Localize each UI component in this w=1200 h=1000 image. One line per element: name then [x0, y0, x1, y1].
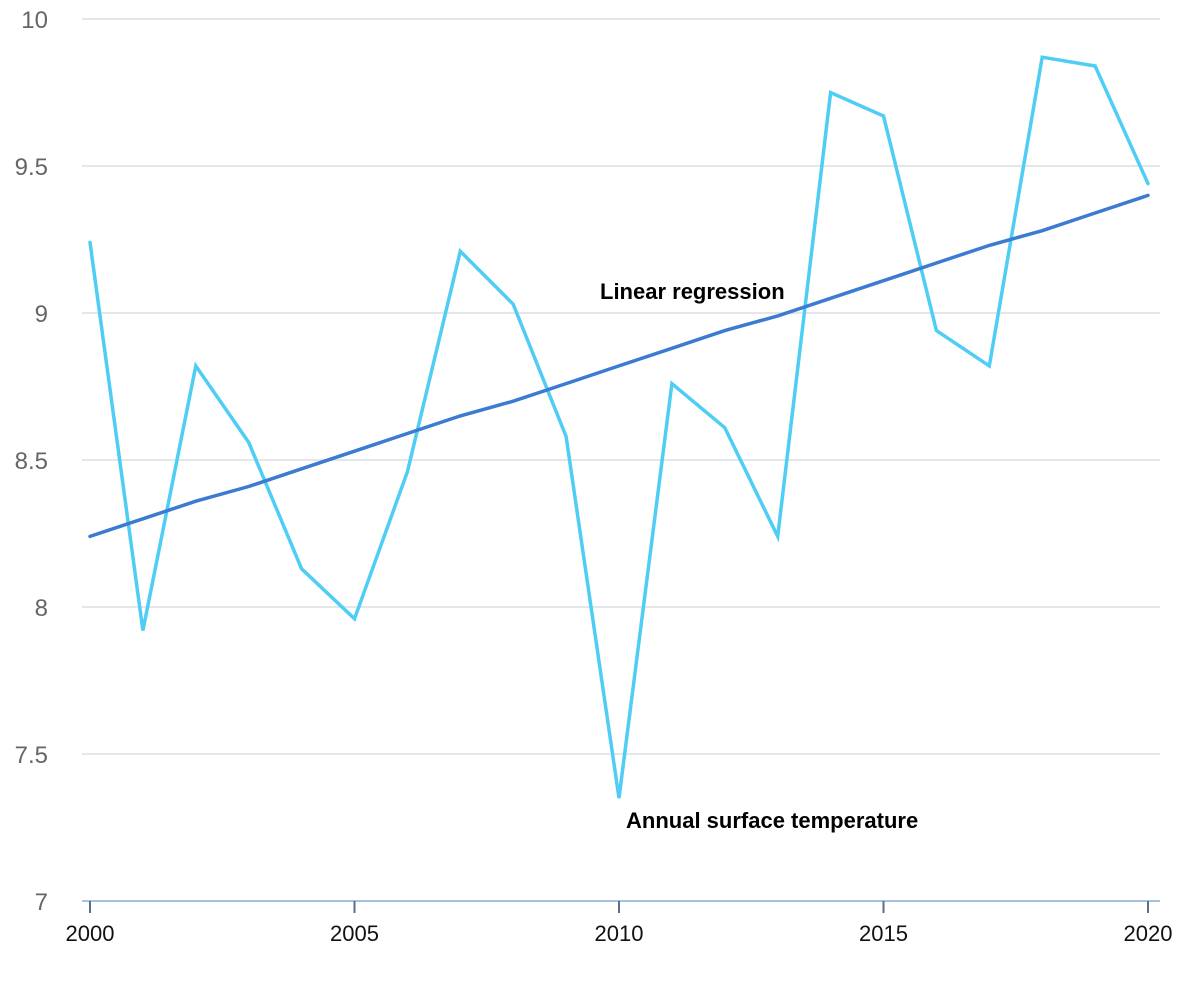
x-tick-label-2: 2010 [595, 921, 644, 946]
series-label-annual-surface-temperature: Annual surface temperature [626, 808, 918, 833]
series-line-annual-surface-temperature [88, 55, 1150, 799]
y-tick-label-6: 10 [21, 7, 48, 34]
series-lines [88, 55, 1150, 799]
x-tick-label-3: 2015 [859, 921, 908, 946]
series-label-linear-regression: Linear regression [600, 279, 785, 304]
series-line-linear-regression [88, 193, 1150, 539]
axes: 7 7.5 8 8.5 9 9.5 10 2000 2005 2010 2015 2020 [15, 7, 1173, 946]
x-tick-label-4: 2020 [1124, 921, 1173, 946]
x-tick-label-1: 2005 [330, 921, 379, 946]
y-tick-label-2: 8 [35, 595, 48, 622]
x-tick-label-0: 2000 [66, 921, 115, 946]
y-tick-label-4: 9 [35, 301, 48, 328]
grid-lines [82, 18, 1160, 755]
y-tick-label-0: 7 [35, 889, 48, 916]
y-tick-label-3: 8.5 [15, 448, 48, 475]
y-tick-label-5: 9.5 [15, 154, 48, 181]
series-labels: Linear regression Annual surface tempera… [600, 279, 918, 833]
y-tick-label-1: 7.5 [15, 742, 48, 769]
